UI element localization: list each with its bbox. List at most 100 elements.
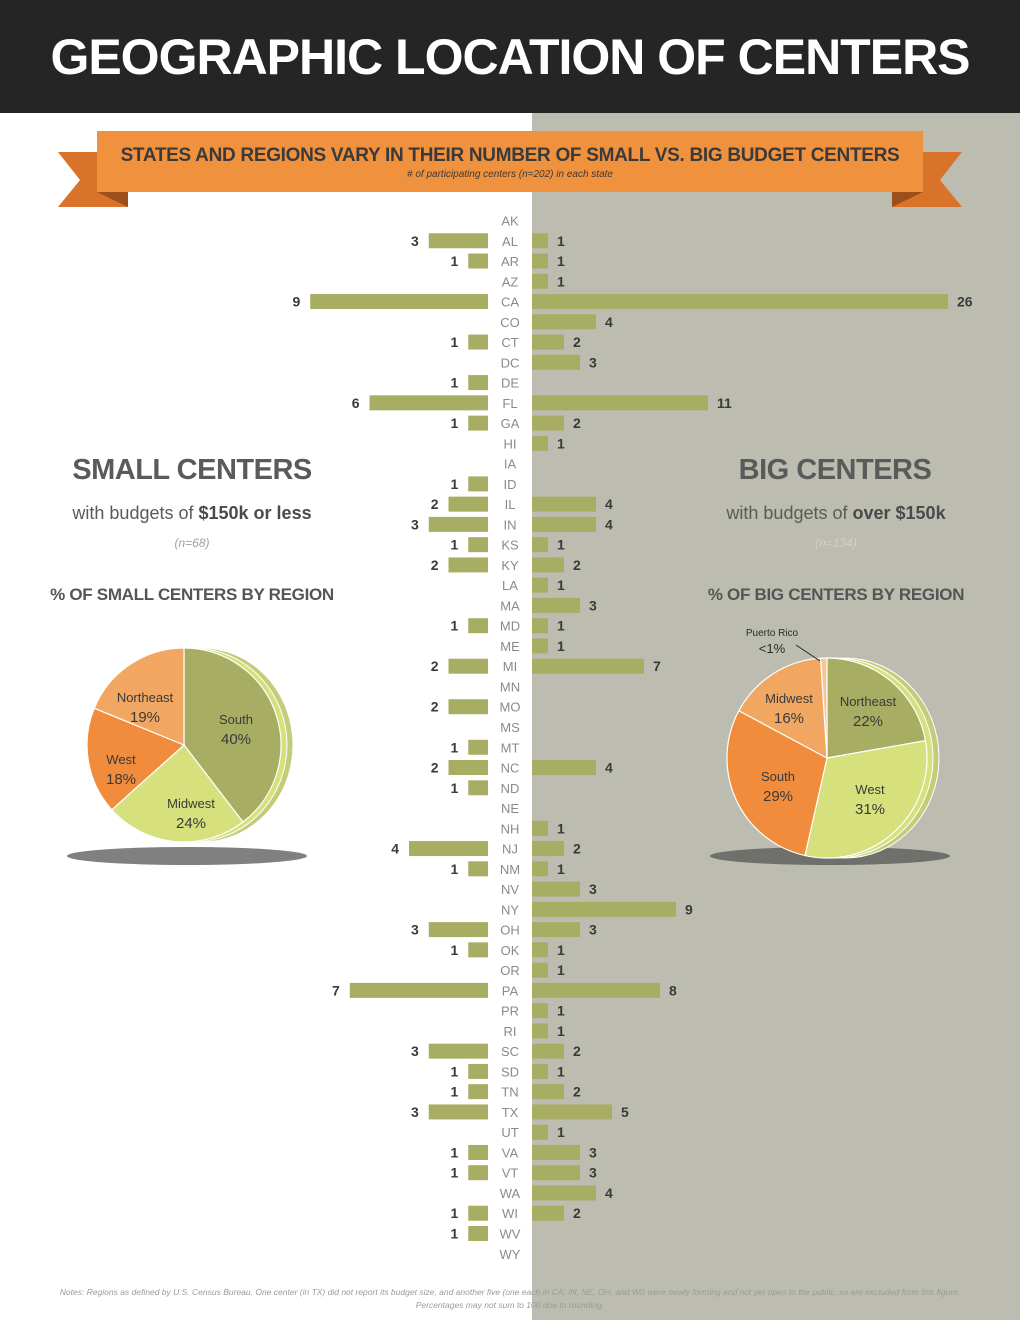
small-bar-al xyxy=(428,233,488,249)
small-bar-vt xyxy=(468,1165,488,1181)
big-value-wa: 4 xyxy=(605,1185,613,1201)
big-bar-hi xyxy=(532,435,548,451)
big-pie-value-midwest: 16% xyxy=(774,710,804,727)
small-centers-subtitle-bold: $150k or less xyxy=(198,503,312,523)
small-value-fl: 6 xyxy=(352,395,360,411)
state-label-mi: MI xyxy=(503,659,517,674)
big-value-sd: 1 xyxy=(557,1063,565,1079)
big-bar-md xyxy=(532,618,548,634)
small-bar-md xyxy=(468,618,488,634)
big-bar-al xyxy=(532,233,548,249)
state-label-tn: TN xyxy=(501,1085,518,1100)
big-value-nh: 1 xyxy=(557,820,565,836)
small-bar-ks xyxy=(468,537,488,553)
big-value-dc: 3 xyxy=(589,354,597,370)
state-label-pa: PA xyxy=(502,983,519,998)
small-value-nm: 1 xyxy=(450,861,458,877)
big-bar-or xyxy=(532,962,548,978)
state-label-pr: PR xyxy=(501,1004,519,1019)
state-label-wa: WA xyxy=(500,1186,521,1201)
state-label-ok: OK xyxy=(501,943,520,958)
small-value-sc: 3 xyxy=(411,1043,419,1059)
small-pie-value-west: 18% xyxy=(106,771,136,788)
small-bar-tx xyxy=(428,1104,488,1120)
big-bar-ma xyxy=(532,597,580,613)
big-pie-label-midwest: Midwest xyxy=(765,691,813,706)
small-value-oh: 3 xyxy=(411,922,419,938)
state-label-ga: GA xyxy=(501,416,520,431)
small-value-vt: 1 xyxy=(450,1165,458,1181)
big-bar-ca xyxy=(532,294,948,310)
small-value-va: 1 xyxy=(450,1144,458,1160)
big-value-nc: 4 xyxy=(605,760,613,776)
small-value-ar: 1 xyxy=(450,253,458,269)
small-bar-wi xyxy=(468,1205,488,1221)
big-value-ct: 2 xyxy=(573,334,581,350)
big-value-ks: 1 xyxy=(557,537,565,553)
big-value-az: 1 xyxy=(557,273,565,289)
state-label-ma: MA xyxy=(500,598,520,613)
small-centers-title: SMALL CENTERS xyxy=(72,454,312,486)
big-pie-value-northeast: 22% xyxy=(853,713,883,730)
big-bar-oh xyxy=(532,922,580,938)
footnote: Notes: Regions as defined by U.S. Census… xyxy=(59,1287,961,1310)
state-label-or: OR xyxy=(500,963,520,978)
state-label-sc: SC xyxy=(501,1044,519,1059)
small-value-ga: 1 xyxy=(450,415,458,431)
small-value-wi: 1 xyxy=(450,1205,458,1221)
state-label-vt: VT xyxy=(502,1166,519,1181)
state-label-va: VA xyxy=(502,1145,519,1160)
small-bar-ga xyxy=(468,415,488,431)
big-bar-ks xyxy=(532,537,548,553)
small-value-in: 3 xyxy=(411,516,419,532)
big-value-fl: 11 xyxy=(717,395,732,411)
small-value-nd: 1 xyxy=(450,780,458,796)
big-value-mi: 7 xyxy=(653,658,661,674)
state-label-mo: MO xyxy=(500,700,521,715)
small-bar-oh xyxy=(428,922,488,938)
state-label-ia: IA xyxy=(504,457,517,472)
big-bar-pr xyxy=(532,1003,548,1019)
small-bar-sc xyxy=(428,1043,488,1059)
state-label-ca: CA xyxy=(501,295,519,310)
small-pie-shadow xyxy=(67,847,307,865)
state-label-il: IL xyxy=(505,497,516,512)
small-centers-subtitle-prefix: with budgets of xyxy=(72,503,199,523)
big-value-nj: 2 xyxy=(573,841,581,857)
big-value-ny: 9 xyxy=(685,901,693,917)
state-label-dc: DC xyxy=(501,355,520,370)
big-value-ga: 2 xyxy=(573,415,581,431)
big-bar-az xyxy=(532,273,548,289)
small-bar-fl xyxy=(369,395,488,411)
small-bar-wv xyxy=(468,1226,488,1241)
small-value-ct: 1 xyxy=(450,334,458,350)
big-value-ar: 1 xyxy=(557,253,565,269)
big-bar-tx xyxy=(532,1104,612,1120)
small-value-ca: 9 xyxy=(292,294,300,310)
big-value-sc: 2 xyxy=(573,1043,581,1059)
state-label-ks: KS xyxy=(501,538,519,553)
big-value-ca: 26 xyxy=(957,294,973,310)
page-title: GEOGRAPHIC LOCATION OF CENTERS xyxy=(50,28,970,85)
small-bar-ct xyxy=(468,334,488,350)
big-value-nm: 1 xyxy=(557,861,565,877)
big-bar-va xyxy=(532,1144,580,1160)
small-pie-value-midwest: 24% xyxy=(176,815,206,832)
state-label-nd: ND xyxy=(501,781,520,796)
ribbon-subtitle: # of participating centers (n=202) in ea… xyxy=(407,169,613,180)
small-value-de: 1 xyxy=(450,375,458,391)
state-label-al: AL xyxy=(502,234,518,249)
small-value-ok: 1 xyxy=(450,942,458,958)
small-bar-mi xyxy=(448,658,488,674)
state-label-ms: MS xyxy=(500,720,520,735)
small-pie-title: % OF SMALL CENTERS BY REGION xyxy=(50,585,334,604)
big-value-wi: 2 xyxy=(573,1205,581,1221)
big-bar-sd xyxy=(532,1063,548,1079)
small-value-tx: 3 xyxy=(411,1104,419,1120)
state-label-nv: NV xyxy=(501,882,519,897)
small-bar-nd xyxy=(468,780,488,796)
big-bar-ct xyxy=(532,334,564,350)
small-bar-ok xyxy=(468,942,488,958)
